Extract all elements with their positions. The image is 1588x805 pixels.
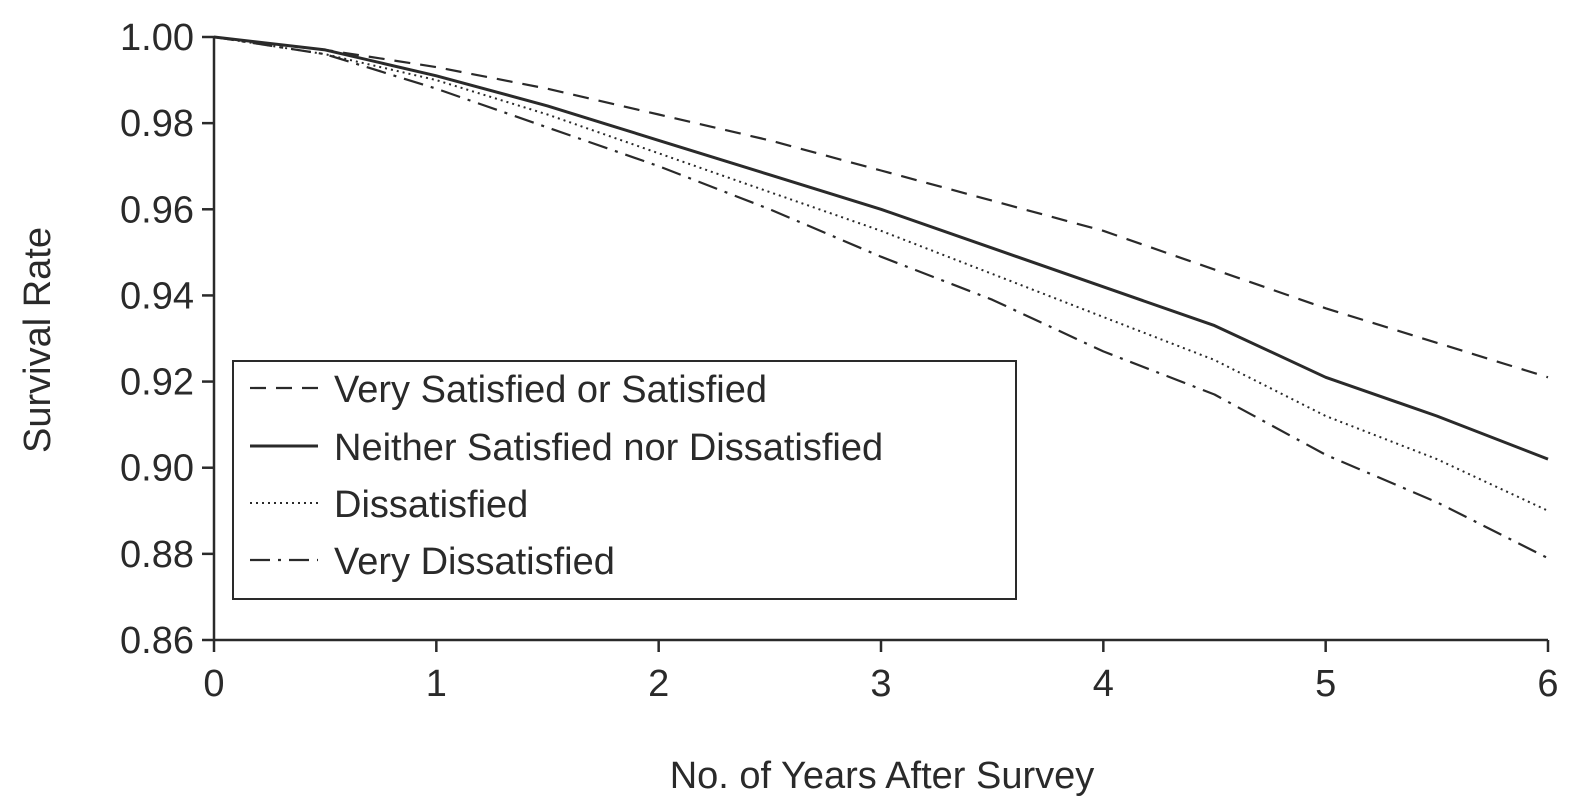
y-tick-label: 1.00: [120, 17, 194, 59]
y-tick-label: 0.86: [120, 620, 194, 662]
series-line-very-dissatisfied: [213, 35, 1549, 560]
y-tick-label: 0.92: [120, 362, 194, 404]
legend-label-very-dissatisfied: Very Dissatisfied: [334, 541, 615, 583]
y-tick-label: 0.90: [120, 448, 194, 490]
x-tick-label: 0: [203, 663, 224, 705]
legend-label-neither-satisfied-nor-dissatisfied: Neither Satisfied nor Dissatisfied: [334, 427, 883, 469]
legend: Very Satisfied or Satisfied Neither Satis…: [232, 360, 1017, 600]
y-tick-label: 0.88: [120, 534, 194, 576]
x-tick-label: 5: [1315, 663, 1336, 705]
y-tick-label: 0.96: [120, 189, 194, 231]
y-tick-label: 0.98: [120, 103, 194, 145]
x-tick-label: 2: [648, 663, 669, 705]
y-axis-ticks: 0.86 0.88 0.90 0.92 0.94 0.96 0.98 1.00: [120, 17, 214, 662]
legend-label-very-satisfied-or-satisfied: Very Satisfied or Satisfied: [334, 369, 767, 411]
x-tick-label: 1: [426, 663, 447, 705]
y-tick-label: 0.94: [120, 275, 194, 317]
x-tick-label: 4: [1093, 663, 1114, 705]
series-line-very-satisfied-or-satisfied: [213, 35, 1549, 379]
x-axis-title: No. of Years After Survey: [670, 755, 1095, 797]
x-tick-label: 3: [870, 663, 891, 705]
legend-items: Very Satisfied or Satisfied Neither Satis…: [250, 369, 883, 583]
legend-label-dissatisfied: Dissatisfied: [334, 484, 528, 526]
series-line-dissatisfied: [213, 36, 1549, 512]
x-tick-label: 6: [1537, 663, 1558, 705]
plot-lines: [213, 35, 1549, 560]
legend-box: [232, 360, 1017, 600]
y-axis-title: Survival Rate: [17, 227, 59, 453]
series-line-neither-satisfied-nor-dissatisfied: [213, 35, 1549, 461]
x-axis-ticks: 0 1 2 3 4 5 6: [203, 640, 1559, 705]
